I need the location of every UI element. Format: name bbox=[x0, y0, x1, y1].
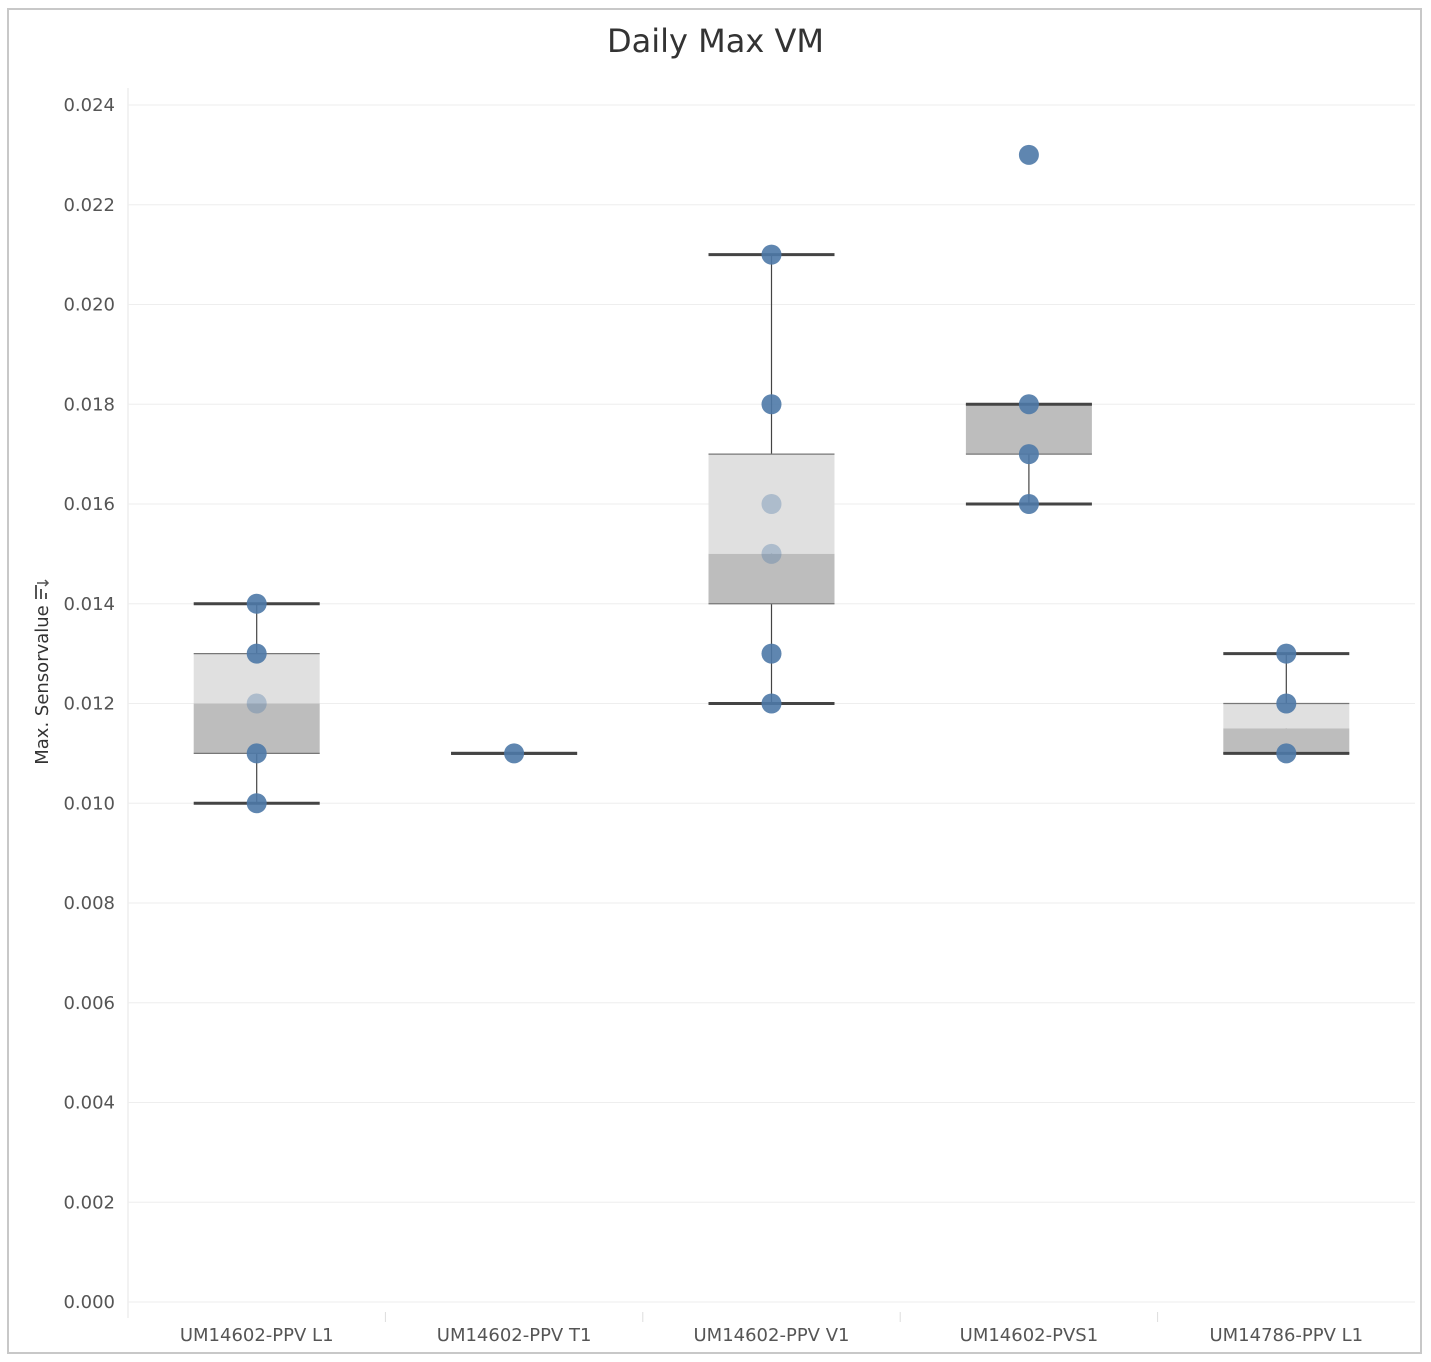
data-point[interactable] bbox=[246, 643, 267, 664]
data-point[interactable] bbox=[761, 394, 782, 415]
y-axis-label-group: Max. Sensorvalue bbox=[32, 579, 53, 765]
data-point[interactable] bbox=[1276, 693, 1297, 714]
data-point[interactable] bbox=[761, 244, 782, 265]
y-tick-label: 0.004 bbox=[63, 1093, 115, 1114]
y-tick-label: 0.014 bbox=[63, 594, 115, 615]
chart-title: Daily Max VM bbox=[607, 22, 824, 60]
x-tick-label: UM14602-PVS1 bbox=[960, 1325, 1099, 1346]
data-point[interactable] bbox=[1276, 743, 1297, 764]
data-points bbox=[246, 144, 1297, 814]
data-point[interactable] bbox=[1018, 494, 1039, 514]
x-tick-label: UM14786-PPV L1 bbox=[1209, 1325, 1363, 1346]
y-axis-ticks: 0.000 0.002 0.004 0.006 0.008 0.010 0.012 0.014… bbox=[63, 95, 115, 1313]
data-point[interactable] bbox=[761, 643, 782, 664]
gridlines bbox=[127, 88, 1415, 1322]
box-3[interactable] bbox=[708, 253, 835, 705]
box-1[interactable] bbox=[193, 602, 320, 805]
box-upper-half bbox=[708, 454, 835, 554]
data-point[interactable] bbox=[246, 693, 267, 714]
data-point[interactable] bbox=[1018, 144, 1039, 165]
data-point[interactable] bbox=[761, 543, 782, 564]
data-point[interactable] bbox=[246, 593, 267, 614]
y-tick-label: 0.012 bbox=[63, 694, 115, 715]
y-tick-label: 0.018 bbox=[63, 394, 115, 415]
y-tick-label: 0.024 bbox=[63, 95, 115, 116]
y-tick-label: 0.016 bbox=[63, 494, 115, 515]
data-point[interactable] bbox=[1018, 394, 1039, 415]
y-tick-label: 0.010 bbox=[63, 793, 115, 814]
data-point[interactable] bbox=[504, 743, 525, 764]
y-axis-label: Max. Sensorvalue bbox=[32, 605, 53, 765]
boxes bbox=[193, 253, 1350, 805]
y-tick-label: 0.022 bbox=[63, 195, 115, 216]
y-tick-label: 0.008 bbox=[63, 893, 115, 914]
sort-icon[interactable] bbox=[35, 579, 50, 599]
data-point[interactable] bbox=[761, 693, 782, 714]
x-tick-label: UM14602-PPV V1 bbox=[694, 1325, 850, 1346]
data-point[interactable] bbox=[246, 793, 267, 814]
y-tick-label: 0.020 bbox=[63, 295, 115, 316]
x-tick-label: UM14602-PPV L1 bbox=[180, 1325, 334, 1346]
data-point[interactable] bbox=[1276, 643, 1297, 664]
x-axis-ticks: UM14602-PPV L1 UM14602-PPV T1 UM14602-PPV … bbox=[180, 1325, 1363, 1346]
y-tick-label: 0.000 bbox=[63, 1292, 115, 1313]
box-lower-half bbox=[708, 553, 835, 604]
y-tick-label: 0.006 bbox=[63, 993, 115, 1014]
data-point[interactable] bbox=[761, 494, 782, 514]
x-tick-label: UM14602-PPV T1 bbox=[437, 1325, 592, 1346]
y-tick-label: 0.002 bbox=[63, 1192, 115, 1213]
data-point[interactable] bbox=[1018, 444, 1039, 465]
data-point[interactable] bbox=[246, 743, 267, 764]
